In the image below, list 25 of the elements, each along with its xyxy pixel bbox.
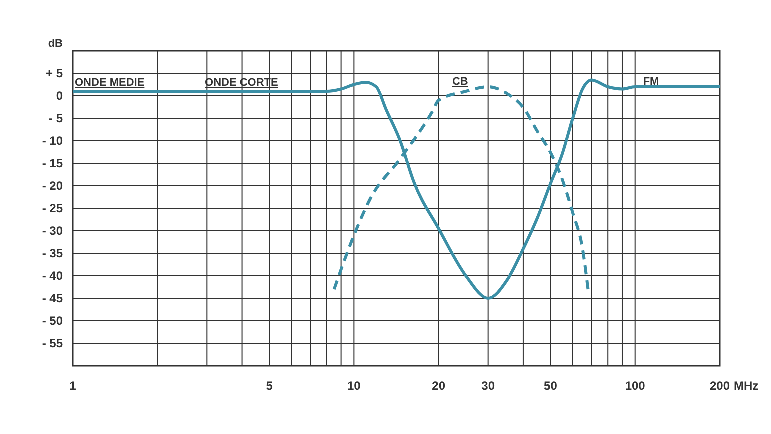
x-tick-label: 50 <box>544 379 558 393</box>
y-tick-label: - 55 <box>42 336 64 350</box>
annotation: CB <box>452 76 468 88</box>
x-tick-label: 100 <box>625 379 646 393</box>
y-tick-label: - 10 <box>42 134 64 148</box>
y-tick-label: 0 <box>56 89 64 103</box>
y-tick-label: - 35 <box>42 246 64 260</box>
y-tick-label: - 30 <box>42 224 64 238</box>
x-axis-title: MHz <box>734 379 759 393</box>
y-axis-title: dB <box>48 38 64 50</box>
y-tick-label: + 5 <box>46 66 64 80</box>
y-tick-label: - 15 <box>42 156 64 170</box>
y-tick-label: - 20 <box>42 179 64 193</box>
x-tick-label: 5 <box>266 379 274 393</box>
y-tick-label: - 40 <box>42 269 64 283</box>
x-tick-label: 20 <box>432 379 446 393</box>
x-tick-label: 30 <box>482 379 496 393</box>
x-tick-label: 200 <box>710 379 730 393</box>
annotation: ONDE MEDIE <box>75 77 145 90</box>
y-tick-label: - 45 <box>42 292 64 306</box>
y-tick-label: - 50 <box>42 314 64 328</box>
x-tick-label: 1 <box>70 379 77 393</box>
y-tick-label: - 5 <box>48 112 64 126</box>
y-tick-label: - 25 <box>42 202 64 216</box>
x-tick-label: 10 <box>348 379 362 393</box>
